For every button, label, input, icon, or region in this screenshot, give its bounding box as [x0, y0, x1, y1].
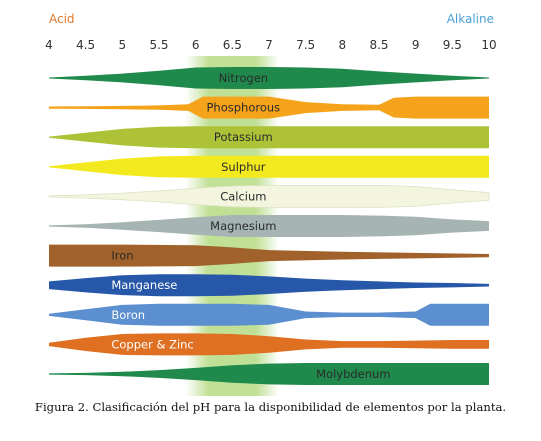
- x-tick-label: 5: [119, 38, 127, 52]
- band-boron: [49, 303, 489, 326]
- figure-caption: Figura 2. Clasificación del pH para la d…: [34, 400, 507, 414]
- band-label: Calcium: [220, 189, 266, 203]
- x-tick-label: 8: [339, 38, 347, 52]
- band-phosphorous: [49, 96, 489, 119]
- band-potassium: [49, 126, 489, 149]
- band-label: Phosphorous: [206, 101, 280, 115]
- band-label: Sulphur: [221, 160, 266, 174]
- band-sulphur: [49, 155, 489, 178]
- band-molybdenum: [49, 363, 489, 385]
- band-copper-zinc: [49, 333, 489, 356]
- band-label: Magnesium: [210, 219, 276, 233]
- band-label: Copper & Zinc: [111, 337, 193, 351]
- x-tick-label: 6.5: [223, 38, 242, 52]
- x-tick-label: 7.5: [296, 38, 315, 52]
- x-tick-label: 10: [481, 38, 496, 52]
- band-label: Boron: [111, 308, 145, 322]
- x-tick-label: 4: [45, 38, 53, 52]
- band-label: Molybdenum: [316, 367, 390, 381]
- band-label: Manganese: [111, 278, 177, 292]
- x-tick-label: 6: [192, 38, 200, 52]
- x-tick-label: 4.5: [76, 38, 95, 52]
- x-tick-label: 9: [412, 38, 420, 52]
- x-tick-label: 7: [265, 38, 273, 52]
- alkaline-label: Alkaline: [447, 12, 494, 26]
- x-tick-label: 8.5: [369, 38, 388, 52]
- band-magnesium: [49, 215, 489, 237]
- band-nitrogen: [49, 67, 489, 89]
- x-tick-label: 5.5: [149, 38, 168, 52]
- band-iron: [49, 244, 489, 267]
- x-tick-label: 9.5: [443, 38, 462, 52]
- band-calcium: [48, 185, 490, 208]
- acid-label: Acid: [49, 12, 75, 26]
- ph-availability-chart: Nitrogen Phosphorous Potassium Sulphur Calci…: [45, 12, 497, 396]
- band-label: Potassium: [214, 130, 273, 144]
- band-label: Nitrogen: [219, 71, 268, 85]
- band-label: Iron: [111, 249, 133, 263]
- band-manganese: [49, 274, 489, 297]
